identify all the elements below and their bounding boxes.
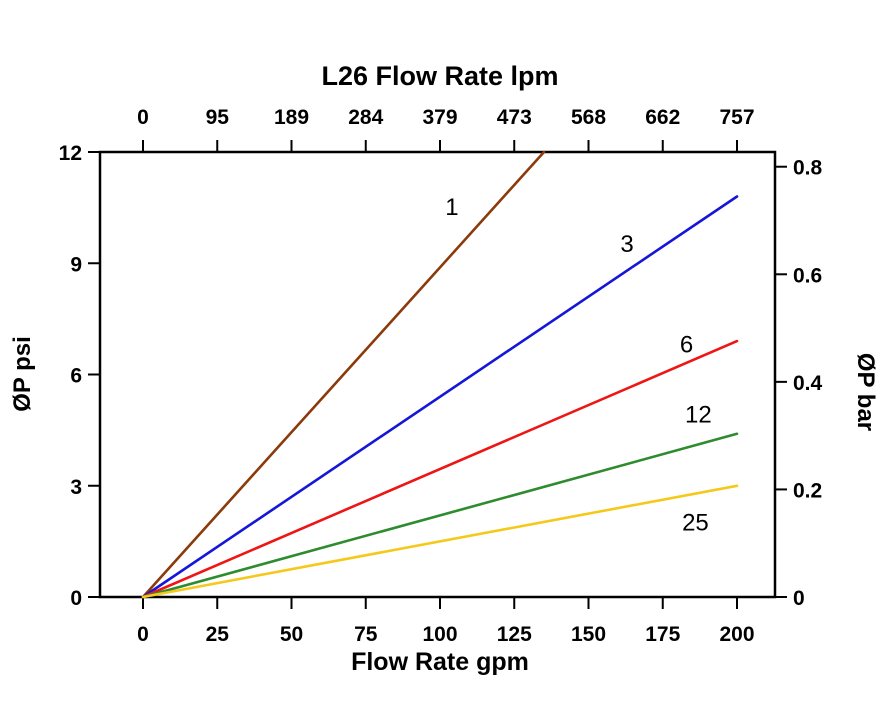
top-tick-label: 568	[571, 106, 606, 129]
bottom-tick-label: 125	[497, 623, 532, 646]
series-label-6: 6	[680, 331, 693, 358]
bottom-tick-label: 0	[137, 623, 149, 646]
right-tick-label: 0.2	[793, 479, 822, 502]
series-label-25: 25	[682, 509, 709, 536]
bottom-tick-label: 175	[645, 623, 680, 646]
top-tick-label: 379	[422, 106, 457, 129]
right-axis-ticks: 0 0.2 0.4 0.6 0.8	[775, 157, 823, 610]
right-tick-label: 0.4	[793, 372, 823, 395]
series-label-3: 3	[620, 231, 633, 258]
series-line-25	[141, 484, 739, 599]
top-axis-ticks: 0 95 189 284 379 473 568 662 757	[137, 106, 755, 152]
right-tick-label: 0	[793, 587, 805, 610]
bottom-tick-label: 50	[280, 623, 303, 646]
series-lines	[141, 150, 739, 599]
left-axis-label: ØP psi	[9, 336, 36, 412]
bottom-tick-label: 75	[354, 623, 378, 646]
bottom-axis-ticks: 0 25 50 75 100 125 150 175 200	[137, 597, 755, 646]
series-line-12	[141, 432, 739, 599]
series-label-1: 1	[445, 194, 458, 221]
right-tick-label: 0.6	[793, 264, 822, 287]
top-tick-label: 189	[274, 106, 309, 129]
top-tick-label: 0	[137, 106, 149, 129]
bottom-tick-label: 100	[422, 623, 457, 646]
series-line-6	[141, 339, 739, 599]
plot-border	[98, 150, 777, 599]
left-tick-label: 12	[59, 142, 82, 165]
bottom-axis-title: Flow Rate gpm	[351, 648, 529, 676]
bottom-tick-label: 150	[571, 623, 606, 646]
series-line-1	[141, 150, 546, 599]
top-tick-label: 473	[497, 106, 532, 129]
left-tick-label: 9	[70, 253, 82, 276]
left-tick-label: 6	[70, 365, 82, 388]
top-tick-label: 284	[348, 106, 383, 129]
right-tick-label: 0.8	[793, 157, 823, 180]
left-tick-label: 0	[70, 587, 82, 610]
bottom-tick-label: 200	[719, 623, 754, 646]
right-axis-label: ØP bar	[852, 353, 879, 431]
series-label-12: 12	[685, 402, 712, 429]
bottom-tick-label: 25	[206, 623, 230, 646]
left-tick-label: 3	[70, 476, 82, 499]
top-tick-label: 95	[206, 106, 230, 129]
top-tick-label: 757	[719, 106, 754, 129]
series-line-3	[141, 195, 739, 599]
left-axis-ticks: 0 3 6 9 12	[59, 142, 100, 610]
series-labels: 1 3 6 12 25	[445, 194, 712, 536]
top-axis-title: L26 Flow Rate lpm	[321, 61, 558, 91]
top-tick-label: 662	[645, 106, 680, 129]
